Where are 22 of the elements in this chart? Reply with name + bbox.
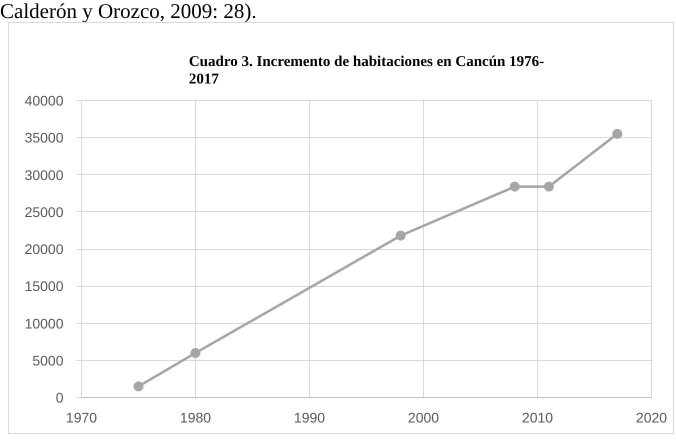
- x-tick-label: 2000: [408, 410, 440, 426]
- y-tick-label: 25000: [24, 204, 64, 220]
- y-tick-label: 15000: [24, 278, 64, 294]
- y-tick-label: 40000: [24, 92, 64, 108]
- x-tick-label: 1970: [66, 410, 98, 426]
- chart-title: Cuadro 3. Incremento de habitaciones en Cancún 1976-2017: [188, 54, 544, 88]
- point: [612, 128, 622, 139]
- y-tick-label: 10000: [24, 315, 64, 332]
- x-tick-label: 2020: [636, 410, 668, 426]
- y-tick-label: 5000: [32, 352, 64, 368]
- x-tick-label: 1990: [294, 410, 326, 426]
- point: [544, 182, 554, 192]
- point: [510, 182, 520, 192]
- x-tick-label: 2010: [522, 410, 554, 426]
- y-tick-label: 35000: [24, 130, 64, 146]
- point: [190, 348, 200, 358]
- y-tick-label: 0: [56, 390, 64, 406]
- x-tick-label: 1980: [180, 410, 212, 426]
- y-tick-label: 30000: [24, 166, 64, 183]
- point: [134, 381, 144, 392]
- point: [396, 230, 406, 241]
- y-tick-label: 20000: [24, 241, 64, 257]
